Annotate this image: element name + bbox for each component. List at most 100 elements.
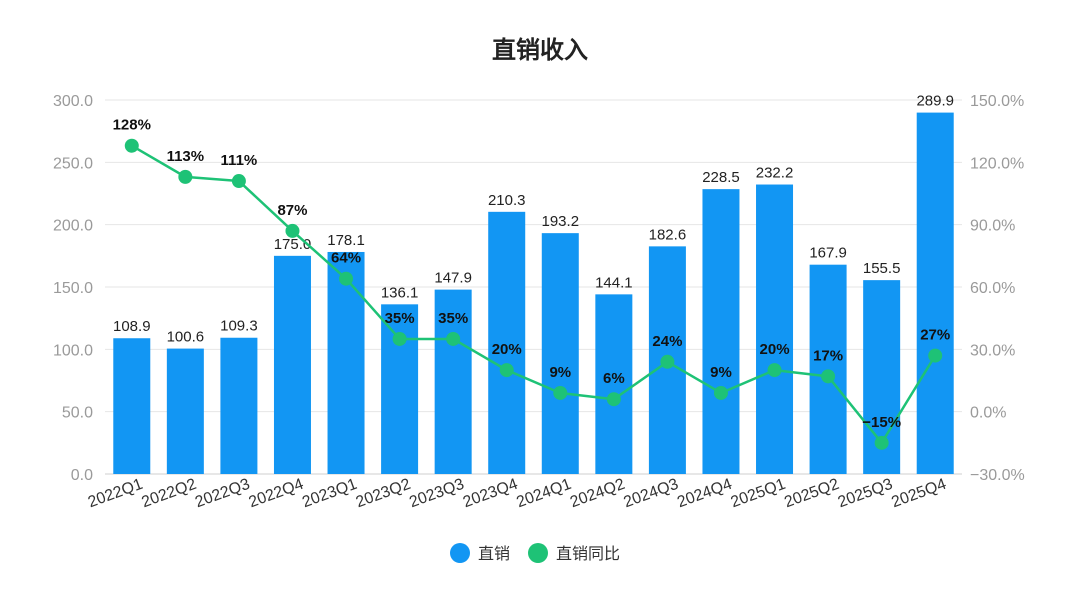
bar-value-label: 136.1 (381, 284, 419, 301)
line-point (178, 169, 193, 184)
bar-value-label: 228.5 (702, 169, 740, 186)
x-tick-label: 2023Q2 (354, 476, 413, 511)
y-right-tick-label: 0.0% (970, 405, 1006, 422)
line-value-label: 35% (385, 310, 415, 327)
y-left-tick-label: 100.0 (53, 342, 93, 359)
legend-marker-bar (450, 543, 470, 563)
x-tick-label: 2024Q1 (514, 476, 573, 511)
line-value-label: 24% (652, 333, 682, 350)
bar (113, 338, 151, 474)
y-left-tick-label: 200.0 (53, 218, 93, 235)
bar-value-label: 108.9 (113, 318, 151, 335)
line-point (285, 223, 300, 238)
y-right-tick-label: 120.0% (970, 155, 1024, 172)
bar-value-label: 147.9 (434, 270, 472, 287)
bar-value-label: 155.5 (863, 260, 901, 277)
y-left-tick-label: 150.0 (53, 280, 93, 297)
line-point (713, 385, 728, 400)
x-tick-label: 2023Q1 (300, 476, 359, 511)
bar-value-label: 182.6 (649, 226, 687, 243)
x-tick-label: 2022Q1 (86, 476, 145, 511)
bar (327, 251, 365, 474)
bar-value-label: 232.2 (756, 165, 794, 182)
bar-value-label: 175.0 (274, 236, 312, 253)
bar (916, 112, 954, 474)
x-tick-label: 2025Q2 (782, 476, 841, 511)
line-value-label: 27% (920, 327, 950, 344)
x-axis: 2022Q12022Q22022Q32022Q42023Q12023Q22023… (86, 476, 949, 511)
line-value-label: 64% (331, 250, 361, 267)
bar-value-label: 100.6 (167, 329, 205, 346)
bar-value-label: 167.9 (809, 245, 847, 262)
y-axis-left: 0.0 50.0 100.0 150.0 200.0 250.0 300.0 (53, 93, 93, 484)
line-point (767, 363, 782, 378)
line-value-label: 111% (221, 152, 258, 169)
bar-value-label: 289.9 (916, 93, 954, 110)
legend-label: 直销 (478, 545, 510, 563)
line-point (821, 369, 836, 384)
bar-series: 108.9 100.6 109.3 175.0 178.1 136.1 147.9 210.3… (113, 93, 954, 475)
line-point (339, 271, 354, 286)
x-tick-label: 2023Q3 (407, 476, 466, 511)
bar (273, 255, 311, 474)
line-point (553, 385, 568, 400)
x-tick-label: 2025Q4 (889, 476, 948, 511)
bar (702, 189, 740, 475)
bar (381, 304, 419, 474)
y-left-tick-label: 250.0 (53, 155, 93, 172)
y-right-tick-label: 30.0% (970, 342, 1015, 359)
line-value-label: 6% (603, 370, 625, 387)
legend-marker-line (528, 543, 548, 563)
y-right-tick-label: 150.0% (970, 93, 1024, 110)
x-tick-label: 2022Q3 (193, 476, 252, 511)
legend-label: 直销同比 (556, 545, 620, 563)
bar-value-label: 109.3 (220, 318, 258, 335)
bar (595, 294, 633, 474)
bar (488, 211, 526, 475)
line-value-label: 113% (167, 148, 205, 165)
line-point (606, 392, 621, 407)
line-point (660, 354, 675, 369)
x-tick-label: 2023Q4 (461, 476, 520, 511)
x-tick-label: 2024Q3 (621, 476, 680, 511)
bar (434, 289, 472, 474)
line-value-label: 20% (492, 341, 522, 358)
line-value-label: 128% (113, 117, 151, 134)
line-value-label: 9% (549, 364, 571, 381)
x-tick-label: 2024Q2 (568, 476, 627, 511)
legend: 直销 直销同比 (450, 543, 620, 563)
line-value-label: 17% (813, 347, 843, 364)
x-tick-label: 2022Q4 (247, 476, 306, 511)
y-left-tick-label: 50.0 (62, 405, 93, 422)
bar (220, 337, 258, 474)
bar (541, 233, 579, 474)
line-value-label: 20% (760, 341, 790, 358)
bar (166, 348, 204, 474)
bar-value-label: 178.1 (327, 232, 365, 249)
line-value-label: 35% (438, 310, 468, 327)
bar-value-label: 193.2 (542, 213, 580, 230)
chart-title: 直销收入 (492, 37, 588, 64)
y-axis-right: −30.0% 0.0% 30.0% 60.0% 90.0% 120.0% 150.0% (970, 93, 1025, 484)
y-left-tick-label: 300.0 (53, 93, 93, 110)
y-right-tick-label: 90.0% (970, 218, 1015, 235)
line-point (928, 348, 943, 363)
line-point (392, 331, 407, 346)
line-value-label: 87% (277, 202, 307, 219)
line-point (124, 138, 139, 153)
y-right-tick-label: 60.0% (970, 280, 1015, 297)
line-value-label: −15% (862, 414, 901, 431)
y-right-tick-label: −30.0% (970, 467, 1025, 484)
line-series: 128% 113% 111% 87% 64% 35% 35% 20% 9% 6% 24% 9% 20% 1… (113, 117, 950, 450)
line-point (446, 331, 461, 346)
line-value-label: 9% (710, 364, 732, 381)
line-point (499, 363, 514, 378)
line-point (874, 435, 889, 450)
bar (756, 184, 794, 475)
x-tick-label: 2025Q3 (836, 476, 895, 511)
bar (809, 264, 847, 474)
x-tick-label: 2022Q2 (139, 476, 198, 511)
line-point (231, 174, 246, 189)
bar-value-label: 210.3 (488, 192, 526, 209)
